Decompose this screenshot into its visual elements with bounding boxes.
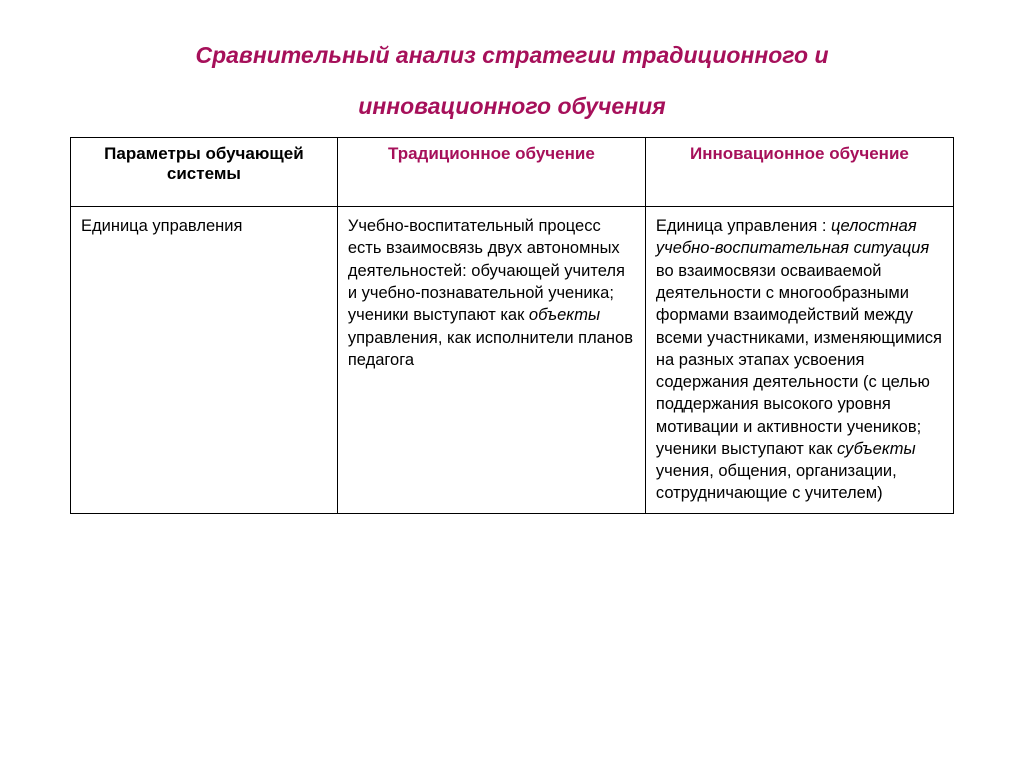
trad-text-post: управления, как исполнители планов педаг… <box>348 329 633 369</box>
innov-text-ital2: субъекты <box>837 440 916 458</box>
slide-title: Сравнительный анализ стратегии традицион… <box>70 30 954 131</box>
comparison-table: Параметры обучающей системы Традиционное… <box>70 137 954 513</box>
innov-text-pre1: Единица управления : <box>656 217 831 235</box>
title-line-2: инновационного обучения <box>358 93 665 119</box>
table-header-row: Параметры обучающей системы Традиционное… <box>71 138 954 207</box>
cell-innovative: Единица управления : целостная учебно-во… <box>645 207 953 513</box>
header-parameters: Параметры обучающей системы <box>71 138 338 207</box>
slide: Сравнительный анализ стратегии традицион… <box>0 0 1024 544</box>
innov-text-mid: во взаимосвязи осваиваемой деятельности … <box>656 262 942 458</box>
title-line-1: Сравнительный анализ стратегии традицион… <box>195 42 828 68</box>
innov-text-post: учения, общения, организации, сотруднича… <box>656 462 897 502</box>
header-innovative: Инновационное обучение <box>645 138 953 207</box>
cell-parameter: Единица управления <box>71 207 338 513</box>
cell-traditional: Учебно-воспитательный процесс есть взаим… <box>337 207 645 513</box>
header-traditional: Традиционное обучение <box>337 138 645 207</box>
trad-text-ital: объекты <box>529 306 600 324</box>
table-row: Единица управления Учебно-воспитательный… <box>71 207 954 513</box>
